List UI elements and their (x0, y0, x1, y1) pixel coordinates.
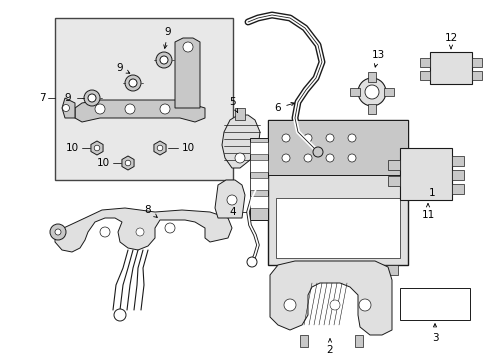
Bar (267, 120, 407, 175)
Circle shape (183, 42, 193, 52)
Circle shape (156, 52, 172, 68)
Circle shape (357, 78, 385, 106)
Polygon shape (175, 38, 200, 108)
Circle shape (55, 229, 61, 235)
Bar (283, 265, 303, 275)
Circle shape (246, 257, 257, 267)
Circle shape (114, 309, 126, 321)
Text: 4: 4 (229, 207, 236, 217)
Bar (249, 142, 267, 154)
Circle shape (282, 134, 289, 142)
Polygon shape (222, 115, 260, 168)
Bar (349, 88, 359, 96)
Circle shape (160, 56, 168, 64)
Polygon shape (154, 141, 166, 155)
Circle shape (164, 223, 175, 233)
Bar (451, 184, 463, 194)
Bar (249, 178, 267, 190)
Circle shape (347, 134, 355, 142)
Bar (267, 120, 407, 265)
Circle shape (100, 227, 110, 237)
Bar (399, 288, 469, 320)
Polygon shape (75, 100, 204, 122)
Bar (471, 58, 481, 67)
Circle shape (304, 154, 311, 162)
Circle shape (129, 79, 137, 87)
Circle shape (125, 160, 130, 166)
Circle shape (347, 154, 355, 162)
Bar (419, 71, 429, 80)
Bar (235, 108, 244, 120)
Circle shape (94, 145, 100, 151)
Circle shape (84, 90, 100, 106)
Bar (317, 265, 337, 275)
Text: 13: 13 (370, 50, 384, 67)
Bar (387, 160, 399, 170)
Text: 2: 2 (326, 339, 333, 355)
Text: 11: 11 (421, 204, 434, 220)
Circle shape (284, 299, 295, 311)
Circle shape (226, 195, 237, 205)
Bar (249, 138, 267, 220)
Bar (367, 72, 375, 82)
Text: 10: 10 (96, 158, 109, 168)
Circle shape (125, 104, 135, 114)
Bar (275, 198, 399, 258)
Bar (451, 170, 463, 180)
Bar (387, 176, 399, 186)
Text: 7: 7 (39, 93, 45, 103)
Bar (471, 71, 481, 80)
Circle shape (235, 153, 244, 163)
Text: 9: 9 (163, 27, 171, 48)
Circle shape (88, 94, 96, 102)
Polygon shape (215, 180, 244, 218)
Bar (55, 18, 232, 180)
Circle shape (282, 154, 289, 162)
Circle shape (312, 147, 323, 157)
Circle shape (325, 134, 333, 142)
Text: 10: 10 (181, 143, 194, 153)
Circle shape (325, 154, 333, 162)
Bar (383, 88, 393, 96)
Bar (354, 335, 362, 347)
Circle shape (157, 145, 163, 151)
Polygon shape (55, 208, 231, 252)
Text: 5: 5 (228, 97, 237, 112)
Circle shape (364, 85, 378, 99)
Text: 6: 6 (274, 103, 294, 113)
Polygon shape (122, 156, 134, 170)
Polygon shape (91, 141, 103, 155)
Circle shape (95, 104, 105, 114)
Text: 8: 8 (144, 205, 157, 217)
Circle shape (136, 228, 143, 236)
Polygon shape (62, 98, 75, 118)
Bar (367, 104, 375, 114)
Text: 9: 9 (64, 93, 71, 103)
Circle shape (373, 201, 385, 213)
Text: 12: 12 (444, 33, 457, 49)
Circle shape (50, 224, 66, 240)
Circle shape (329, 300, 339, 310)
Circle shape (62, 104, 69, 112)
Bar (249, 196, 267, 208)
Circle shape (304, 134, 311, 142)
Text: 3: 3 (431, 324, 437, 343)
Text: 9: 9 (117, 63, 129, 73)
Bar (419, 58, 429, 67)
Bar (399, 148, 451, 200)
Text: 1: 1 (428, 188, 434, 198)
Circle shape (125, 75, 141, 91)
Bar (352, 265, 372, 275)
Bar (451, 156, 463, 166)
Bar (299, 335, 307, 347)
Circle shape (160, 104, 170, 114)
Circle shape (358, 299, 370, 311)
Polygon shape (269, 261, 391, 335)
Bar (382, 265, 397, 275)
Bar (249, 160, 267, 172)
Bar (429, 52, 471, 84)
Text: 10: 10 (65, 143, 79, 153)
